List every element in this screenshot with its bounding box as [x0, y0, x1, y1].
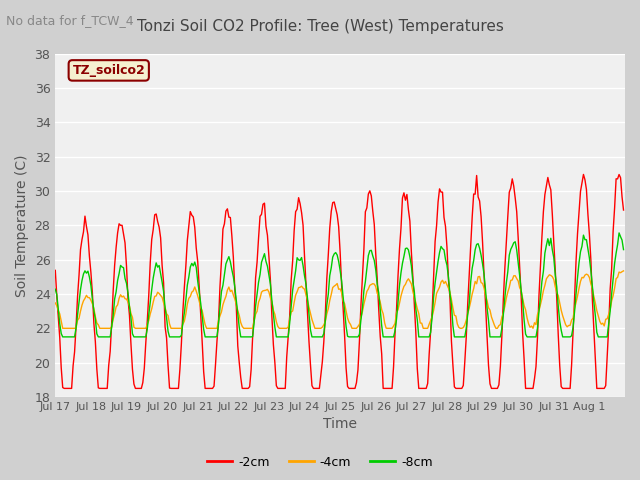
- Text: No data for f_TCW_4: No data for f_TCW_4: [6, 14, 134, 27]
- Legend: -2cm, -4cm, -8cm: -2cm, -4cm, -8cm: [202, 451, 438, 474]
- Text: Tonzi Soil CO2 Profile: Tree (West) Temperatures: Tonzi Soil CO2 Profile: Tree (West) Temp…: [136, 19, 504, 34]
- Text: TZ_soilco2: TZ_soilco2: [72, 64, 145, 77]
- X-axis label: Time: Time: [323, 418, 357, 432]
- Y-axis label: Soil Temperature (C): Soil Temperature (C): [15, 154, 29, 297]
